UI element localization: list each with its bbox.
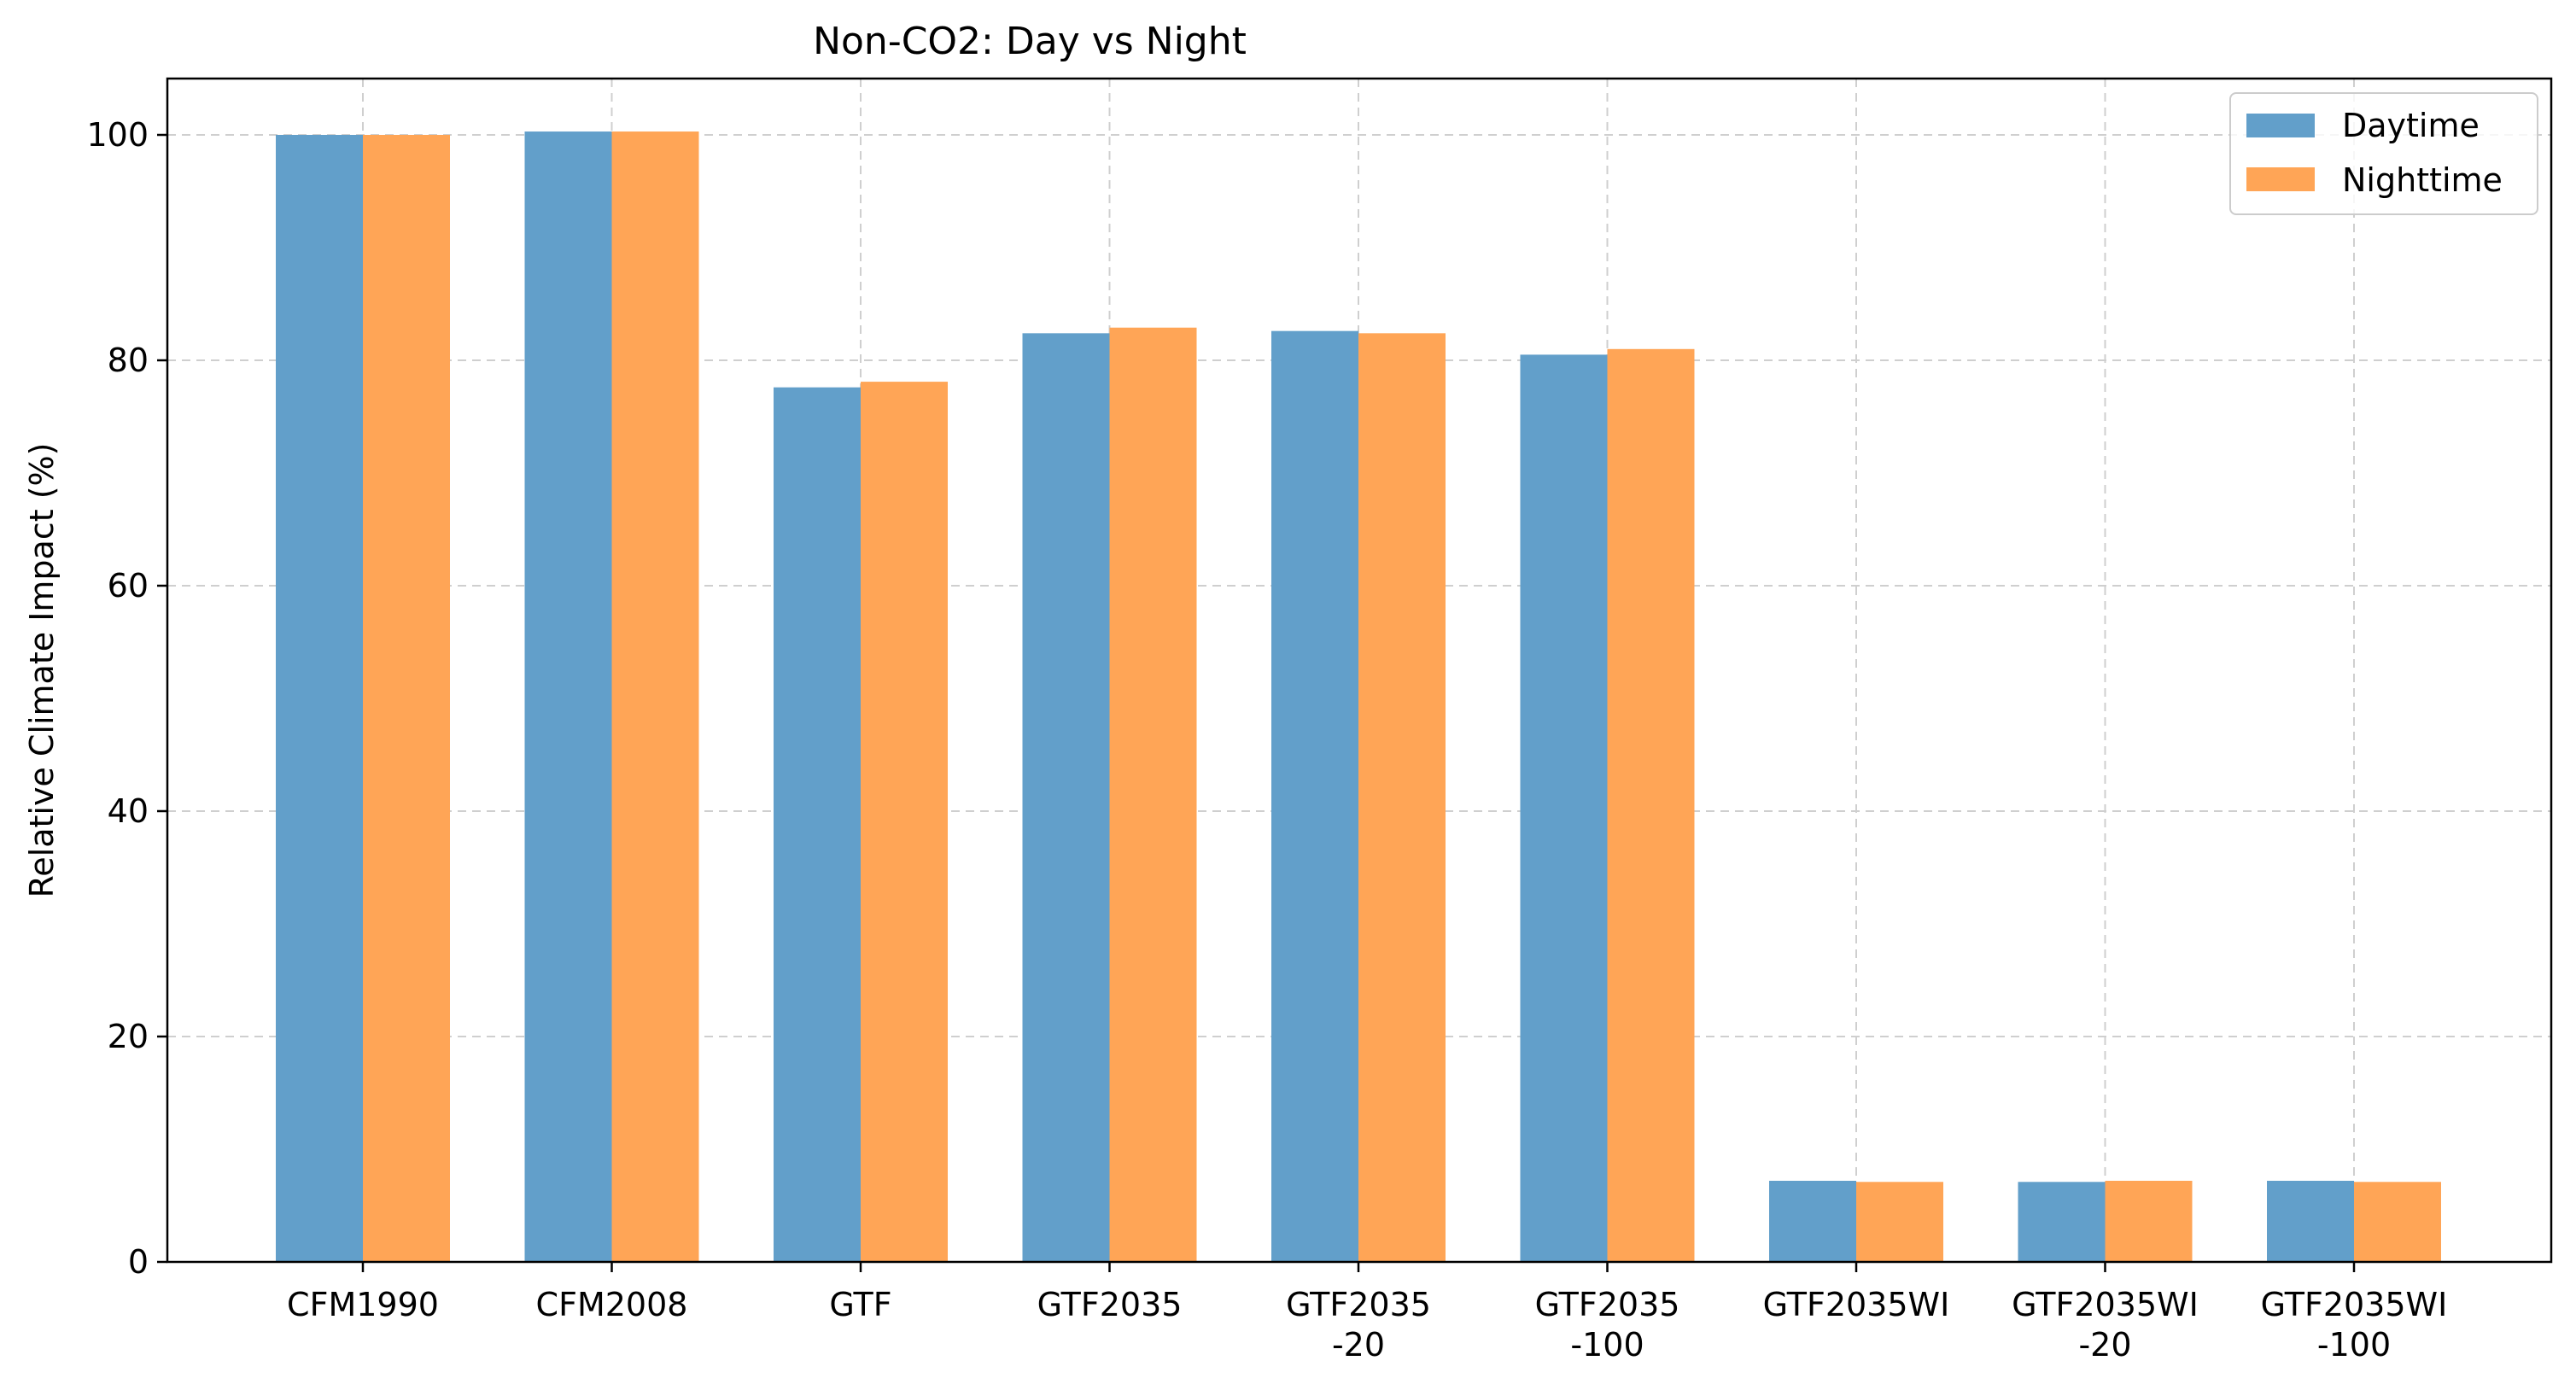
x-tick-label: -100 xyxy=(1570,1326,1644,1364)
x-axis: CFM1990 CFM2008 GTF GTF2035 GTF2035-20GTF203… xyxy=(287,1262,2447,1364)
bar-daytime xyxy=(1022,333,1110,1262)
bar-daytime xyxy=(1271,330,1358,1263)
y-tick-label: 80 xyxy=(108,342,149,379)
legend-swatch-nighttime xyxy=(2246,167,2315,191)
bar-nighttime xyxy=(2354,1182,2441,1262)
bar-nighttime xyxy=(611,131,699,1262)
bar-daytime xyxy=(276,135,363,1262)
legend-label-nighttime: Nighttime xyxy=(2342,161,2503,199)
x-tick-label: GTF2035WI xyxy=(1763,1286,1950,1323)
chart-title: Non-CO2: Day vs Night xyxy=(813,20,1247,63)
y-axis: 0 20 40 60 80 100 xyxy=(86,116,167,1281)
x-tick-label: GTF2035WI xyxy=(2261,1286,2448,1323)
y-tick-label: 20 xyxy=(108,1018,149,1055)
x-tick-label: GTF2035 xyxy=(1286,1286,1431,1323)
bar-nighttime xyxy=(2105,1180,2193,1262)
x-tick-label: GTF2035WI xyxy=(2012,1286,2199,1323)
bar-nighttime xyxy=(1358,333,1446,1262)
x-tick-label: GTF xyxy=(829,1286,891,1323)
legend-swatch-daytime xyxy=(2246,114,2315,137)
bar-nighttime xyxy=(1607,348,1695,1262)
bar-daytime xyxy=(774,387,861,1263)
y-tick-label: 0 xyxy=(128,1243,149,1281)
bar-nighttime xyxy=(1856,1182,1943,1262)
y-tick-label: 60 xyxy=(108,567,149,604)
x-tick-label: -20 xyxy=(1332,1326,1385,1364)
bar-daytime xyxy=(2267,1180,2354,1262)
x-tick-label: CFM1990 xyxy=(287,1286,439,1323)
x-tick-label: GTF2035 xyxy=(1535,1286,1680,1323)
bar-nighttime xyxy=(861,382,948,1263)
x-tick-label: -20 xyxy=(2078,1326,2131,1364)
bar-daytime xyxy=(1520,354,1608,1262)
bar-daytime xyxy=(1769,1180,1856,1262)
y-tick-label: 100 xyxy=(86,116,149,154)
bar-nighttime xyxy=(363,135,450,1262)
bar-daytime xyxy=(2018,1182,2106,1262)
bars xyxy=(276,131,2441,1263)
x-tick-label: CFM2008 xyxy=(536,1286,688,1323)
y-tick-label: 40 xyxy=(108,792,149,830)
bar-daytime xyxy=(524,131,612,1262)
y-axis-label: Relative Climate Impact (%) xyxy=(23,443,61,898)
legend: Daytime Nighttime xyxy=(2229,92,2538,215)
bar-nighttime xyxy=(1109,327,1197,1263)
legend-label-daytime: Daytime xyxy=(2342,107,2480,144)
x-tick-label: -100 xyxy=(2317,1326,2391,1364)
x-tick-label: GTF2035 xyxy=(1037,1286,1183,1323)
